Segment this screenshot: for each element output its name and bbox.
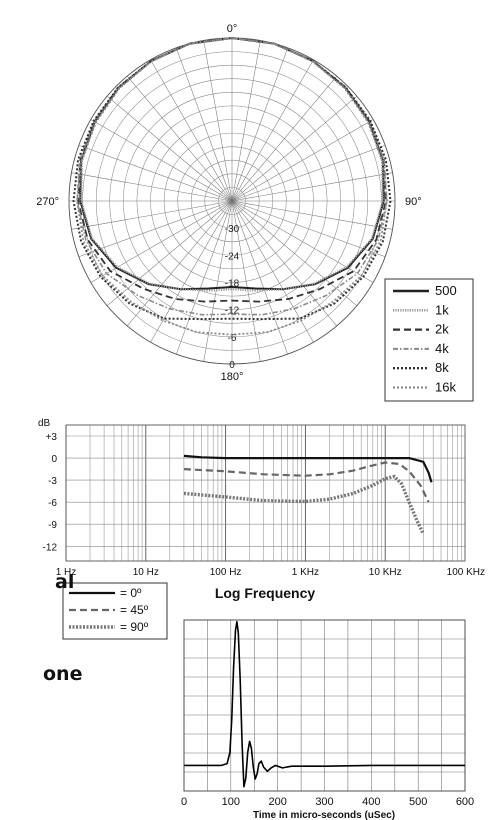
freq-ytick-label: 0	[51, 454, 57, 465]
freq-xtick-label: 100 KHz	[447, 567, 485, 578]
impulse-xtick-label: 0	[181, 796, 187, 808]
polar-radial-label: -18	[225, 279, 240, 290]
freq-ytick-label: +3	[46, 432, 58, 443]
freq-legend-label: = 45º	[120, 603, 149, 617]
polar-pattern-chart: -30 -24 -18 -12 -6 0 0° 90° 180° 270° 500 1k 2k 4k 8k 1…	[36, 23, 474, 402]
freq-legend-label: = 90º	[120, 620, 149, 634]
freq-ytick-label: -12	[43, 542, 58, 553]
freq-ylabel: dB	[38, 418, 51, 429]
freq-series-90º	[183, 474, 425, 535]
polar-radial-label: -24	[225, 251, 240, 262]
polar-ring	[150, 119, 314, 283]
polar-ring	[177, 146, 287, 256]
freq-title: Log Frequency	[215, 585, 316, 601]
impulse-series-waveform	[184, 620, 465, 788]
polar-series-16k	[76, 37, 388, 336]
freq-xtick-label: 100 Hz	[210, 567, 242, 578]
polar-radial-label: 0	[229, 360, 235, 371]
freq-xtick-label: 1 KHz	[292, 567, 319, 578]
freq-series-0º	[183, 454, 433, 483]
polar-legend-label: 2k	[435, 322, 449, 337]
polar-radial-label: -6	[228, 333, 237, 344]
polar-legend-label: 500	[435, 283, 457, 298]
polar-ring	[82, 51, 382, 351]
frequency-response-chart: +3 0 -3 -6 -9 -12 dB 1 Hz 10 Hz 100 Hz 1 KHz 10 KHz…	[38, 418, 485, 640]
freq-ytick-label: -3	[48, 476, 57, 487]
impulse-xtick-label: 100	[222, 796, 240, 808]
polar-ring	[136, 105, 328, 297]
impulse-xtick-label: 300	[315, 796, 333, 808]
polar-radial-label: -30	[225, 224, 240, 235]
cut-off-label-2: one	[43, 663, 82, 685]
polar-legend-label: 16k	[435, 380, 456, 395]
impulse-xlabel: Time in micro-seconds (uSec)	[253, 810, 395, 820]
polar-ring	[95, 64, 369, 338]
polar-legend-label: 1k	[435, 302, 449, 317]
polar-ring	[218, 187, 246, 215]
impulse-frame	[183, 619, 466, 792]
polar-angle-label: 0°	[227, 23, 238, 35]
freq-ytick-label: -6	[48, 498, 57, 509]
polar-angle-label: 270°	[36, 196, 59, 208]
polar-ring	[123, 92, 341, 310]
polar-series-8k	[72, 36, 392, 321]
freq-xtick-label: 1 Hz	[56, 567, 77, 578]
freq-ytick-label: -9	[48, 520, 57, 531]
impulse-xtick-label: 400	[362, 796, 380, 808]
freq-legend-label: = 0º	[120, 586, 142, 600]
impulse-response-chart: 0 100 200 300 400 500 600 Time in micro-seconds…	[181, 619, 474, 820]
freq-xtick-label: 10 Hz	[133, 567, 159, 578]
polar-angle-label: 90°	[405, 196, 422, 208]
impulse-xtick-label: 500	[409, 796, 427, 808]
polar-angle-label: 180°	[221, 371, 244, 383]
polar-legend-box	[384, 278, 474, 402]
polar-radial-label: -12	[225, 306, 240, 317]
polar-ring	[109, 78, 355, 324]
polar-legend-label: 8k	[435, 360, 449, 375]
freq-xtick-label: 10 KHz	[369, 567, 402, 578]
polar-legend-label: 4k	[435, 341, 449, 356]
impulse-xtick-label: 600	[456, 796, 474, 808]
impulse-xtick-label: 200	[269, 796, 287, 808]
polar-ring	[163, 132, 301, 270]
freq-series-45º	[183, 461, 430, 503]
cut-off-label-1: al	[55, 571, 74, 593]
freq-frame	[65, 424, 466, 562]
polar-ring	[190, 159, 274, 243]
polar-ring	[204, 173, 260, 229]
